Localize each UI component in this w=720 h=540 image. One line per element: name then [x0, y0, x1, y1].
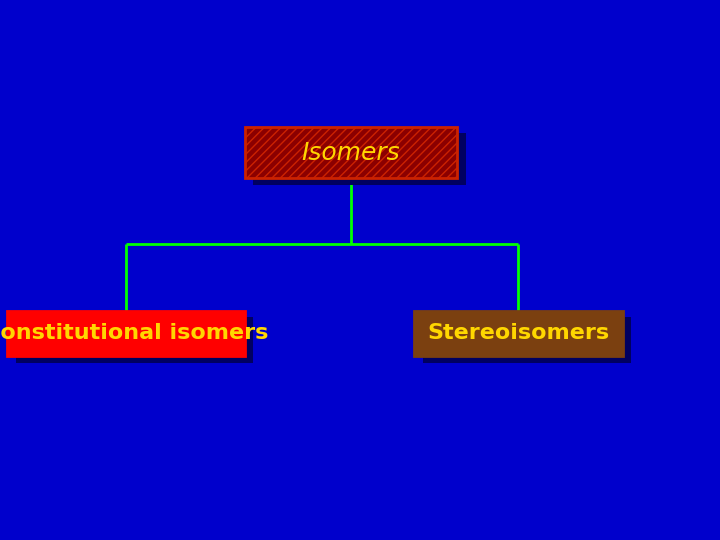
FancyBboxPatch shape — [245, 127, 457, 178]
Text: Stereoisomers: Stereoisomers — [428, 323, 609, 343]
FancyBboxPatch shape — [7, 310, 245, 356]
FancyBboxPatch shape — [414, 310, 623, 356]
Text: Isomers: Isomers — [302, 140, 400, 165]
FancyBboxPatch shape — [423, 317, 631, 363]
FancyBboxPatch shape — [16, 317, 253, 363]
FancyBboxPatch shape — [253, 133, 466, 185]
Text: Constitutional isomers: Constitutional isomers — [0, 323, 268, 343]
